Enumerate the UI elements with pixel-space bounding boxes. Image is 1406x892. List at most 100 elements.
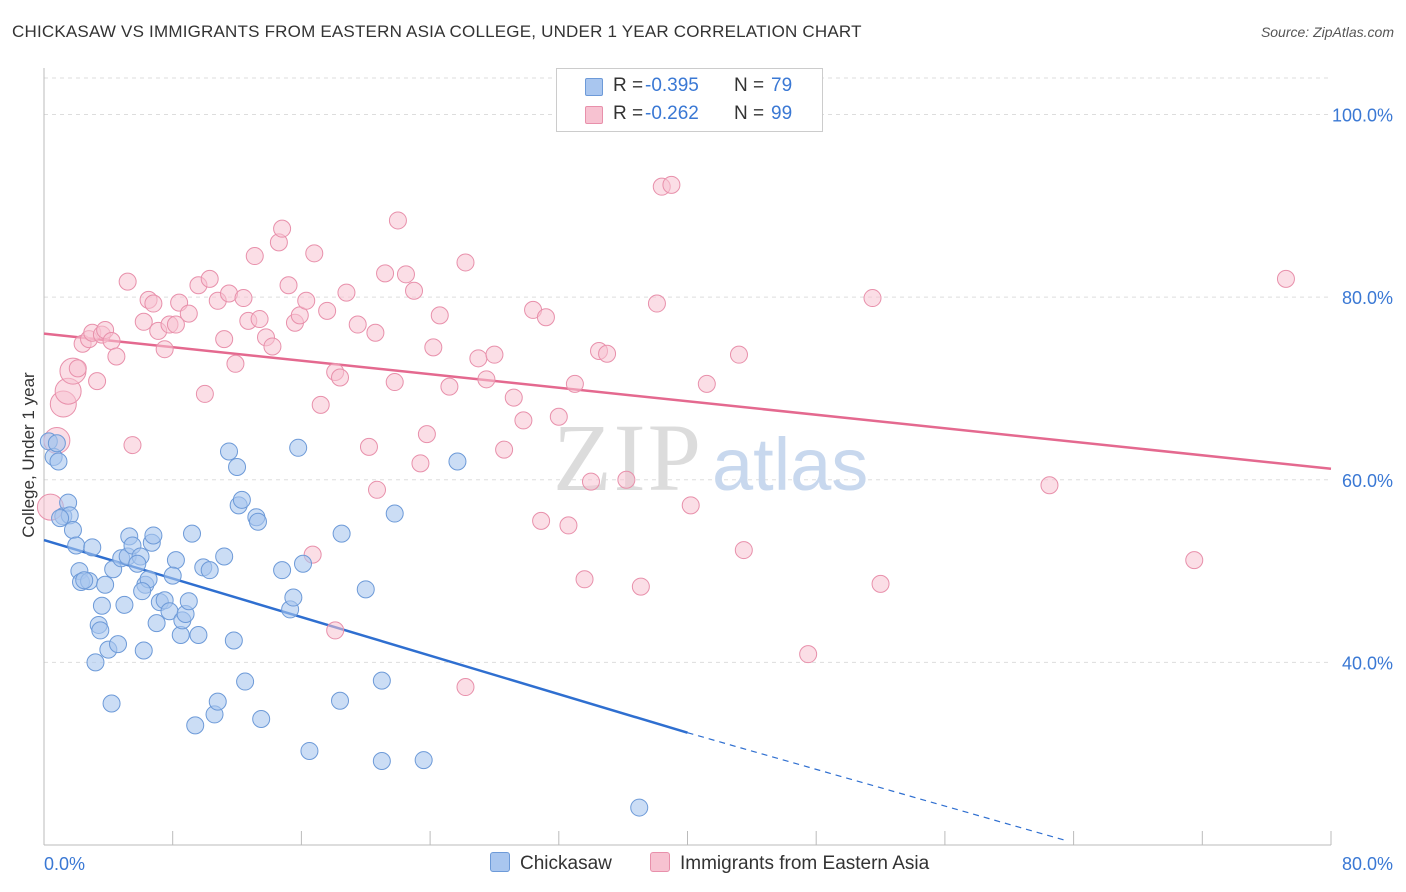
data-point-chickasaw <box>228 457 247 476</box>
axes <box>43 68 1332 846</box>
data-point-chickasaw <box>289 438 308 457</box>
data-point-immigrants <box>305 244 324 263</box>
x-tick-label: 0.0% <box>44 854 85 874</box>
data-point-immigrants <box>532 511 551 530</box>
data-point-immigrants <box>581 472 600 491</box>
data-point-chickasaw <box>115 595 134 614</box>
legend-row-chickasaw: R = -0.395 N = 79 <box>557 73 822 101</box>
legend-label-immigrants: Immigrants from Eastern Asia <box>680 853 930 874</box>
data-point-chickasaw <box>236 672 255 691</box>
legend-swatch-pink <box>585 106 603 124</box>
data-point-chickasaw <box>102 694 121 713</box>
data-point-chickasaw <box>273 561 292 580</box>
data-point-immigrants <box>514 411 533 430</box>
source-label: Source: ZipAtlas.com <box>1260 24 1394 40</box>
data-point-immigrants <box>102 331 121 350</box>
y-axis-label: College, Under 1 year <box>19 372 38 538</box>
data-point-chickasaw <box>183 524 202 543</box>
data-point-immigrants <box>405 281 424 300</box>
data-point-immigrants <box>200 269 219 288</box>
data-point-immigrants <box>337 283 356 302</box>
data-point-immigrants <box>318 301 337 320</box>
data-point-chickasaw <box>385 504 404 523</box>
legend-label-chickasaw: Chickasaw <box>520 853 612 874</box>
data-point-chickasaw <box>220 442 239 461</box>
legend-n-value: 79 <box>771 75 793 96</box>
bottom-legend-immigrants[interactable]: Immigrants from Eastern Asia <box>650 852 929 875</box>
data-point-immigrants <box>366 323 385 342</box>
data-point-chickasaw <box>144 526 163 545</box>
data-point-chickasaw <box>224 631 243 650</box>
x-tick-label: 80.0% <box>1342 854 1393 874</box>
data-point-immigrants <box>411 454 430 473</box>
legend-n-value: 99 <box>771 103 793 124</box>
data-point-immigrants <box>297 291 316 310</box>
data-point-immigrants <box>647 294 666 313</box>
data-point-immigrants <box>495 440 514 459</box>
data-point-immigrants <box>469 349 488 368</box>
data-point-chickasaw <box>75 571 94 590</box>
data-point-immigrants <box>681 496 700 515</box>
legend-n-label: N = <box>734 103 765 124</box>
data-point-chickasaw <box>134 641 153 660</box>
legend-row-immigrants: R = -0.262 N = 99 <box>557 101 822 129</box>
legend-r-value: -0.262 <box>645 103 699 124</box>
data-point-chickasaw <box>147 614 166 633</box>
data-point-chickasaw <box>133 582 152 601</box>
data-point-chickasaw <box>83 538 102 557</box>
data-point-immigrants <box>417 425 436 444</box>
data-point-chickasaw <box>332 524 351 543</box>
data-point-immigrants <box>575 570 594 589</box>
legend-n-label: N = <box>734 75 765 96</box>
data-point-chickasaw <box>63 520 82 539</box>
chart-title: CHICKASAW VS IMMIGRANTS FROM EASTERN ASI… <box>12 22 862 41</box>
data-point-immigrants <box>485 345 504 364</box>
trend-line-chickasaw-extension <box>687 732 1066 842</box>
data-point-chickasaw <box>294 554 313 573</box>
data-point-immigrants <box>348 315 367 334</box>
data-point-chickasaw <box>372 671 391 690</box>
data-point-immigrants <box>430 306 449 325</box>
data-point-chickasaw <box>189 625 208 644</box>
data-point-immigrants <box>697 374 716 393</box>
data-point-chickasaw <box>284 588 303 607</box>
bottom-legend-chickasaw[interactable]: Chickasaw <box>490 852 612 875</box>
tick-labels: 40.0% 60.0% 80.0% 100.0% 0.0% 80.0% <box>44 106 1393 874</box>
data-point-immigrants <box>68 359 87 378</box>
data-point-immigrants <box>215 330 234 349</box>
data-point-chickasaw <box>67 536 86 555</box>
data-point-immigrants <box>123 436 142 455</box>
data-point-immigrants <box>477 370 496 389</box>
data-point-immigrants <box>424 338 443 357</box>
data-point-immigrants <box>549 407 568 426</box>
data-point-immigrants <box>144 294 163 313</box>
data-point-immigrants <box>134 312 153 331</box>
data-point-chickasaw <box>91 621 110 640</box>
data-point-immigrants <box>396 265 415 284</box>
data-point-chickasaw <box>356 580 375 599</box>
data-point-chickasaw <box>109 635 128 654</box>
data-point-chickasaw <box>248 512 267 531</box>
data-point-immigrants <box>631 577 650 596</box>
data-point-chickasaw <box>252 709 271 728</box>
data-point-chickasaw <box>179 592 198 611</box>
data-point-immigrants <box>1276 269 1295 288</box>
data-point-chickasaw <box>47 434 66 453</box>
data-point-immigrants <box>456 253 475 272</box>
data-point-immigrants <box>234 289 253 308</box>
y-tick-label: 60.0% <box>1342 471 1393 491</box>
data-point-immigrants <box>166 315 185 334</box>
data-point-immigrants <box>107 347 126 366</box>
data-point-immigrants <box>799 645 818 664</box>
data-point-immigrants <box>1185 551 1204 570</box>
data-point-chickasaw <box>200 561 219 580</box>
data-point-chickasaw <box>448 452 467 471</box>
data-point-chickasaw <box>86 653 105 672</box>
data-point-chickasaw <box>414 751 433 770</box>
data-point-immigrants <box>368 480 387 499</box>
data-point-immigrants <box>88 372 107 391</box>
data-point-immigrants <box>273 219 292 238</box>
data-point-immigrants <box>245 247 264 266</box>
data-point-immigrants <box>263 337 282 356</box>
